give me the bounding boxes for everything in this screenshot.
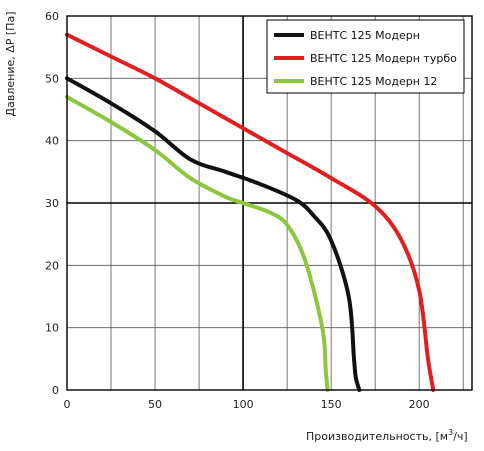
y-tick-label: 20 xyxy=(45,259,59,272)
x-axis-label: Производительность, [м3/ч] xyxy=(306,428,468,443)
legend: ВЕНТС 125 Модерн ВЕНТС 125 Модерн турбо … xyxy=(266,19,465,94)
x-tick-label: 50 xyxy=(148,398,162,411)
x-axis-label-end: /ч] xyxy=(453,430,468,443)
y-tick-label: 50 xyxy=(45,72,59,85)
y-tick-label: 60 xyxy=(45,10,59,23)
y-tick-label: 10 xyxy=(45,322,59,335)
x-tick-label: 200 xyxy=(409,398,430,411)
x-tick-label: 0 xyxy=(64,398,71,411)
legend-label-1: ВЕНТС 125 Модерн турбо xyxy=(310,52,457,65)
x-tick-label: 150 xyxy=(321,398,342,411)
x-axis-label-sup: 3 xyxy=(448,428,453,437)
plot-frame xyxy=(66,15,473,391)
x-tick-label: 100 xyxy=(233,398,254,411)
curves xyxy=(65,32,436,392)
y-axis-label: Давление, ΔP [Па] xyxy=(4,12,17,117)
legend-label-2: ВЕНТС 125 Модерн 12 xyxy=(310,75,437,88)
legend-label-0: ВЕНТС 125 Модерн xyxy=(310,29,420,42)
x-tick-labels: 0 50 100 150 200 xyxy=(64,398,430,411)
series-line-1 xyxy=(65,32,436,392)
series-line-0 xyxy=(65,76,362,392)
series-line-2 xyxy=(65,95,330,392)
y-tick-label: 0 xyxy=(52,384,59,397)
x-axis-label-main: Производительность, [м xyxy=(306,430,448,443)
y-tick-label: 40 xyxy=(45,135,59,148)
y-tick-labels: 0 10 20 30 40 50 60 xyxy=(45,10,59,397)
y-tick-label: 30 xyxy=(45,197,59,210)
